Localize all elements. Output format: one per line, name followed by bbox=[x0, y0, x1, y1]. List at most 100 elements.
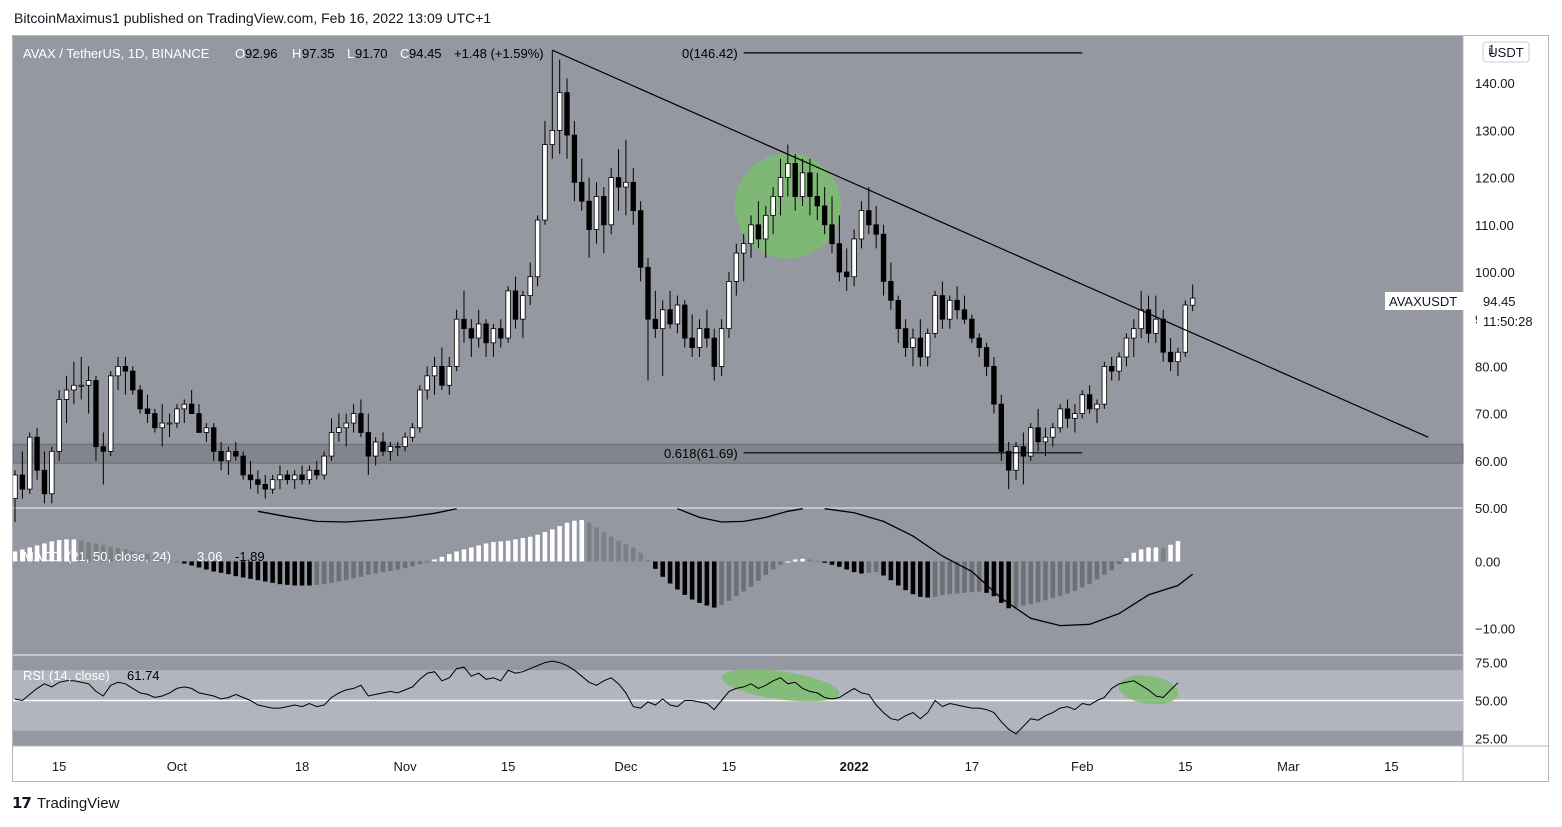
candle bbox=[343, 413, 349, 447]
macd-tick-label: −10.00 bbox=[1475, 621, 1515, 636]
candle bbox=[321, 451, 327, 480]
candle-body bbox=[1109, 365, 1115, 372]
candle bbox=[711, 328, 717, 381]
candle-body bbox=[196, 413, 202, 433]
candle bbox=[13, 470, 18, 523]
candle bbox=[851, 229, 857, 287]
macd-histogram-bar bbox=[42, 543, 47, 562]
macd-histogram-bar bbox=[999, 561, 1004, 603]
candle-body bbox=[255, 479, 261, 485]
macd-histogram-bar bbox=[653, 561, 658, 569]
candle-body bbox=[991, 365, 997, 405]
candle bbox=[556, 59, 563, 154]
macd-histogram-bar bbox=[763, 561, 769, 575]
candle-body bbox=[306, 469, 313, 481]
candle-body bbox=[115, 365, 121, 377]
candle-body bbox=[777, 177, 784, 197]
candle-body bbox=[637, 210, 644, 268]
candle bbox=[490, 323, 497, 357]
last-price-symbol-box bbox=[1385, 292, 1477, 310]
macd-histogram-bar bbox=[189, 561, 194, 566]
symbol-title: AVAX / TetherUS, 1D, BINANCE bbox=[23, 46, 210, 61]
candle bbox=[1079, 390, 1085, 419]
macd-histogram-bar bbox=[123, 549, 128, 562]
candle bbox=[601, 187, 607, 254]
macd-histogram-bar bbox=[71, 539, 77, 562]
candle-body bbox=[299, 474, 305, 481]
macd-histogram-bar bbox=[770, 561, 776, 570]
macd-histogram-bar bbox=[881, 561, 886, 576]
candle bbox=[115, 356, 121, 390]
rsi-highlight bbox=[721, 669, 840, 702]
candle bbox=[483, 319, 489, 357]
candle-body bbox=[1123, 337, 1130, 358]
candle bbox=[755, 201, 762, 249]
candle-body bbox=[144, 408, 151, 415]
price-tick-label: 130.00 bbox=[1475, 123, 1515, 138]
candle-body bbox=[166, 422, 173, 425]
macd-histogram-bar bbox=[108, 546, 113, 562]
chart-canvas[interactable]: 0(146.42) 0.618(61.69) 140.00 130.00 120.00… bbox=[13, 36, 1548, 781]
candle-body bbox=[814, 196, 820, 207]
rsi-legend: RSI (14, close) 61.74 bbox=[23, 668, 160, 683]
candle bbox=[748, 215, 754, 258]
candle-body bbox=[740, 243, 747, 254]
last-price-box bbox=[1477, 292, 1541, 330]
macd-histogram-bar bbox=[594, 527, 599, 562]
candle-body bbox=[476, 323, 482, 339]
candle bbox=[925, 328, 931, 367]
candle bbox=[358, 399, 364, 438]
candle bbox=[983, 342, 990, 376]
macd-histogram-bar bbox=[932, 561, 938, 597]
candle bbox=[1167, 338, 1174, 372]
candle bbox=[439, 347, 445, 390]
macd-histogram-bar bbox=[454, 551, 459, 562]
candle-body bbox=[748, 224, 754, 245]
price-tick-label: 50.00 bbox=[1475, 501, 1508, 516]
macd-histogram-bar bbox=[1013, 561, 1019, 608]
candle-body bbox=[1138, 309, 1144, 330]
candle bbox=[593, 182, 600, 244]
macd-histogram-bar bbox=[255, 561, 261, 581]
candle bbox=[1057, 404, 1063, 433]
candle-body bbox=[1042, 436, 1049, 443]
candle bbox=[476, 309, 482, 348]
macd-histogram-bar bbox=[196, 561, 202, 568]
candle-body bbox=[328, 432, 335, 457]
macd-histogram-bar bbox=[586, 522, 592, 562]
time-tick-label: 17 bbox=[965, 759, 979, 774]
candle-body bbox=[1057, 408, 1063, 429]
candle-body bbox=[682, 304, 688, 339]
candle bbox=[255, 470, 261, 494]
macd-histogram-bar bbox=[358, 561, 364, 577]
candle bbox=[637, 201, 644, 282]
ohlc-legend: O 92.96 H 97.35 L 91.70 C 94.45 +1.48 (+… bbox=[235, 46, 544, 61]
tradingview-brand-text: TradingView bbox=[36, 794, 120, 812]
macd-histogram-bar bbox=[1124, 558, 1129, 562]
candle bbox=[78, 356, 84, 400]
candle-body bbox=[770, 196, 776, 216]
macd-histogram-bar bbox=[101, 544, 106, 562]
macd-histogram-bar bbox=[1035, 561, 1041, 603]
candle bbox=[188, 390, 195, 415]
macd-histogram-bar bbox=[314, 561, 320, 585]
macd-histogram-bar bbox=[550, 529, 555, 562]
candle-body bbox=[100, 446, 107, 452]
candle bbox=[1160, 309, 1166, 362]
candle bbox=[431, 356, 438, 395]
candle bbox=[277, 465, 283, 490]
macd-histogram-bar bbox=[815, 560, 820, 562]
candle-body bbox=[247, 474, 254, 481]
candle bbox=[821, 187, 828, 235]
macd-histogram-bar bbox=[991, 561, 997, 597]
tradingview-logo[interactable]: 17 TradingView bbox=[12, 794, 119, 812]
currency-badge-box[interactable] bbox=[1482, 41, 1530, 63]
macd-histogram-bar bbox=[270, 561, 275, 583]
candle-body bbox=[336, 427, 342, 433]
currency-badge[interactable]: USDT bbox=[1482, 41, 1530, 63]
candle-body bbox=[1160, 318, 1166, 353]
macd-histogram-bar bbox=[299, 561, 305, 586]
macd-histogram-bar bbox=[446, 554, 452, 562]
last-price-tag[interactable]: AVAXUSDT 94.45 11:50:28 bbox=[1385, 292, 1541, 330]
ohlc-high-label: H bbox=[292, 46, 301, 61]
